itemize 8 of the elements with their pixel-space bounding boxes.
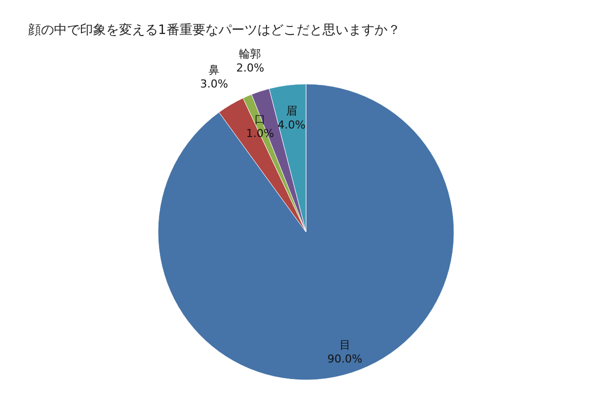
data-label: 2.0% xyxy=(236,61,264,74)
slice-label: 輪郭 xyxy=(239,47,262,60)
slice-label: 眉 xyxy=(286,104,298,118)
data-label: 3.0% xyxy=(200,78,228,91)
chart-title: 顔の中で印象を変える1番重要なパーツはどこだと思いますか？ xyxy=(28,22,400,38)
slice-label: 目 xyxy=(339,338,350,352)
data-label: 90.0% xyxy=(327,352,362,366)
slice-label: 鼻 xyxy=(208,64,220,77)
